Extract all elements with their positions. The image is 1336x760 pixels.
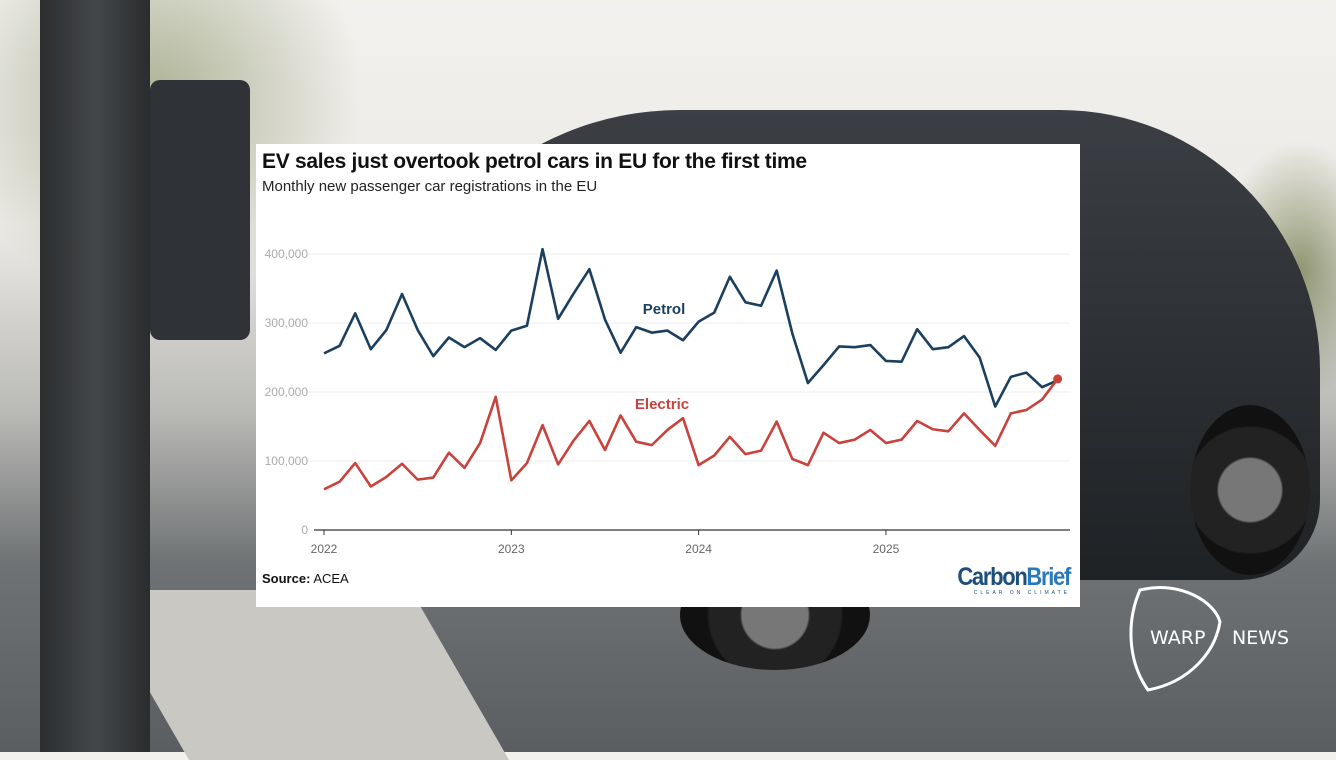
y-tick-label: 300,000 [265,316,309,330]
chart-subtitle: Monthly new passenger car registrations … [262,178,598,195]
x-tick-label: 2024 [685,542,712,556]
source-note: Source: ACEA [262,571,349,586]
y-tick-label: 200,000 [265,385,309,399]
y-tick-label: 400,000 [265,247,309,261]
chart-card: EV sales just overtook petrol cars in EU… [256,144,1080,607]
data-point-electric [1053,374,1063,384]
chart-title: EV sales just overtook petrol cars in EU… [262,150,807,173]
warp-news-logo: WARP NEWS [1129,586,1289,692]
series-label-petrol: Petrol [643,301,686,318]
series-label-electric: Electric [635,396,689,413]
y-tick-label: 100,000 [265,454,309,468]
svg-text:NEWS: NEWS [1232,627,1289,649]
x-tick-label: 2022 [311,542,338,556]
y-tick-label: 0 [301,523,308,537]
background-charging-pole [40,0,150,752]
background-curb [90,590,510,760]
svg-text:WARP: WARP [1150,627,1205,649]
background-wheel [1190,405,1310,575]
background-charger [150,80,250,340]
source-label: Source: [262,571,311,586]
series-line-electric [323,378,1059,491]
carbonbrief-logo: CarbonBrief CLEAR ON CLIMATE [957,563,1071,596]
line-chart: 0 100,000 200,000 300,000 400,000 2022 2023 202… [265,247,1070,556]
source-value: ACEA [313,571,349,586]
x-tick-label: 2025 [873,542,900,556]
x-tick-label: 2023 [498,542,525,556]
series-line-petrol [323,247,1059,408]
